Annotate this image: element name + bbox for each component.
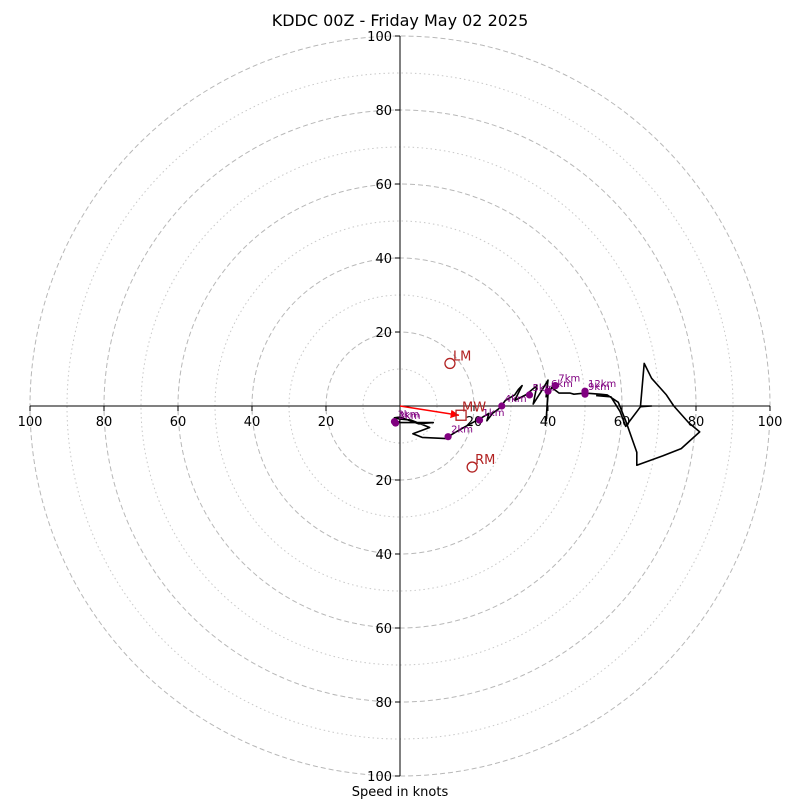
y-tick-label: 40 [375,548,392,563]
y-tick-label: 40 [375,252,392,267]
height-marker-label: 12km [588,379,616,390]
hodograph-trace-group [393,362,701,467]
y-tick-label: 20 [375,326,392,341]
y-tick-label: 80 [375,104,392,119]
height-marker-point [444,433,452,441]
height-marker-point [391,419,400,427]
height-marker-point [544,387,552,395]
y-tick-label: 100 [367,770,392,785]
height-marker-label: 4km [505,394,527,405]
height-marker-point [525,391,534,399]
x-tick-label: 40 [244,415,261,430]
x-tick-label: 100 [18,415,43,430]
shear-arrow [399,405,460,419]
y-tick-label: 100 [367,30,392,45]
y-tick-label: 60 [375,622,392,637]
height-marker-label: 6km [551,379,573,390]
y-tick-label: 80 [375,696,392,711]
height-marker-point [551,382,560,390]
height-marker-point [475,416,484,424]
hodograph-line [393,362,701,467]
height-marker-label: 9km [588,382,610,393]
storm-motion-lm-marker [444,357,456,370]
storm-motion-group: LM RM MW [444,349,495,473]
storm-motion-lm-label: LM [453,349,471,364]
x-tick-label: 60 [170,415,187,430]
x-tick-label: 80 [96,415,113,430]
y-tick-label: 20 [375,474,392,489]
x-tick-label: 100 [758,415,783,430]
height-marker-label: 2km [451,425,473,436]
chart-title: KDDC 00Z - Friday May 02 2025 [272,11,529,30]
storm-motion-rm-marker [466,461,478,473]
height-marker-label: 5km [533,383,555,394]
tick-labels-group: 100 80 60 40 20 20 40 60 80 100100806040202040608… [18,30,783,785]
x-tick-label: 80 [688,415,705,430]
x-tick-label: 40 [540,415,557,430]
y-tick-label: 60 [375,178,392,193]
storm-motion-mw-label: MW [462,400,486,415]
x-tick-label: 20 [318,415,335,430]
x-axis-label: Speed in knots [352,785,449,800]
storm-motion-rm-label: RM [475,453,495,468]
height-marker-label: 3km [397,410,419,421]
height-marker-point [581,390,589,398]
height-marker-label: 1km [483,408,505,419]
height-marker-label: 3km [399,411,421,422]
height-marker-label: 7km [558,374,580,385]
storm-motion-mw-marker [455,409,467,421]
height-marker-point [498,402,506,410]
